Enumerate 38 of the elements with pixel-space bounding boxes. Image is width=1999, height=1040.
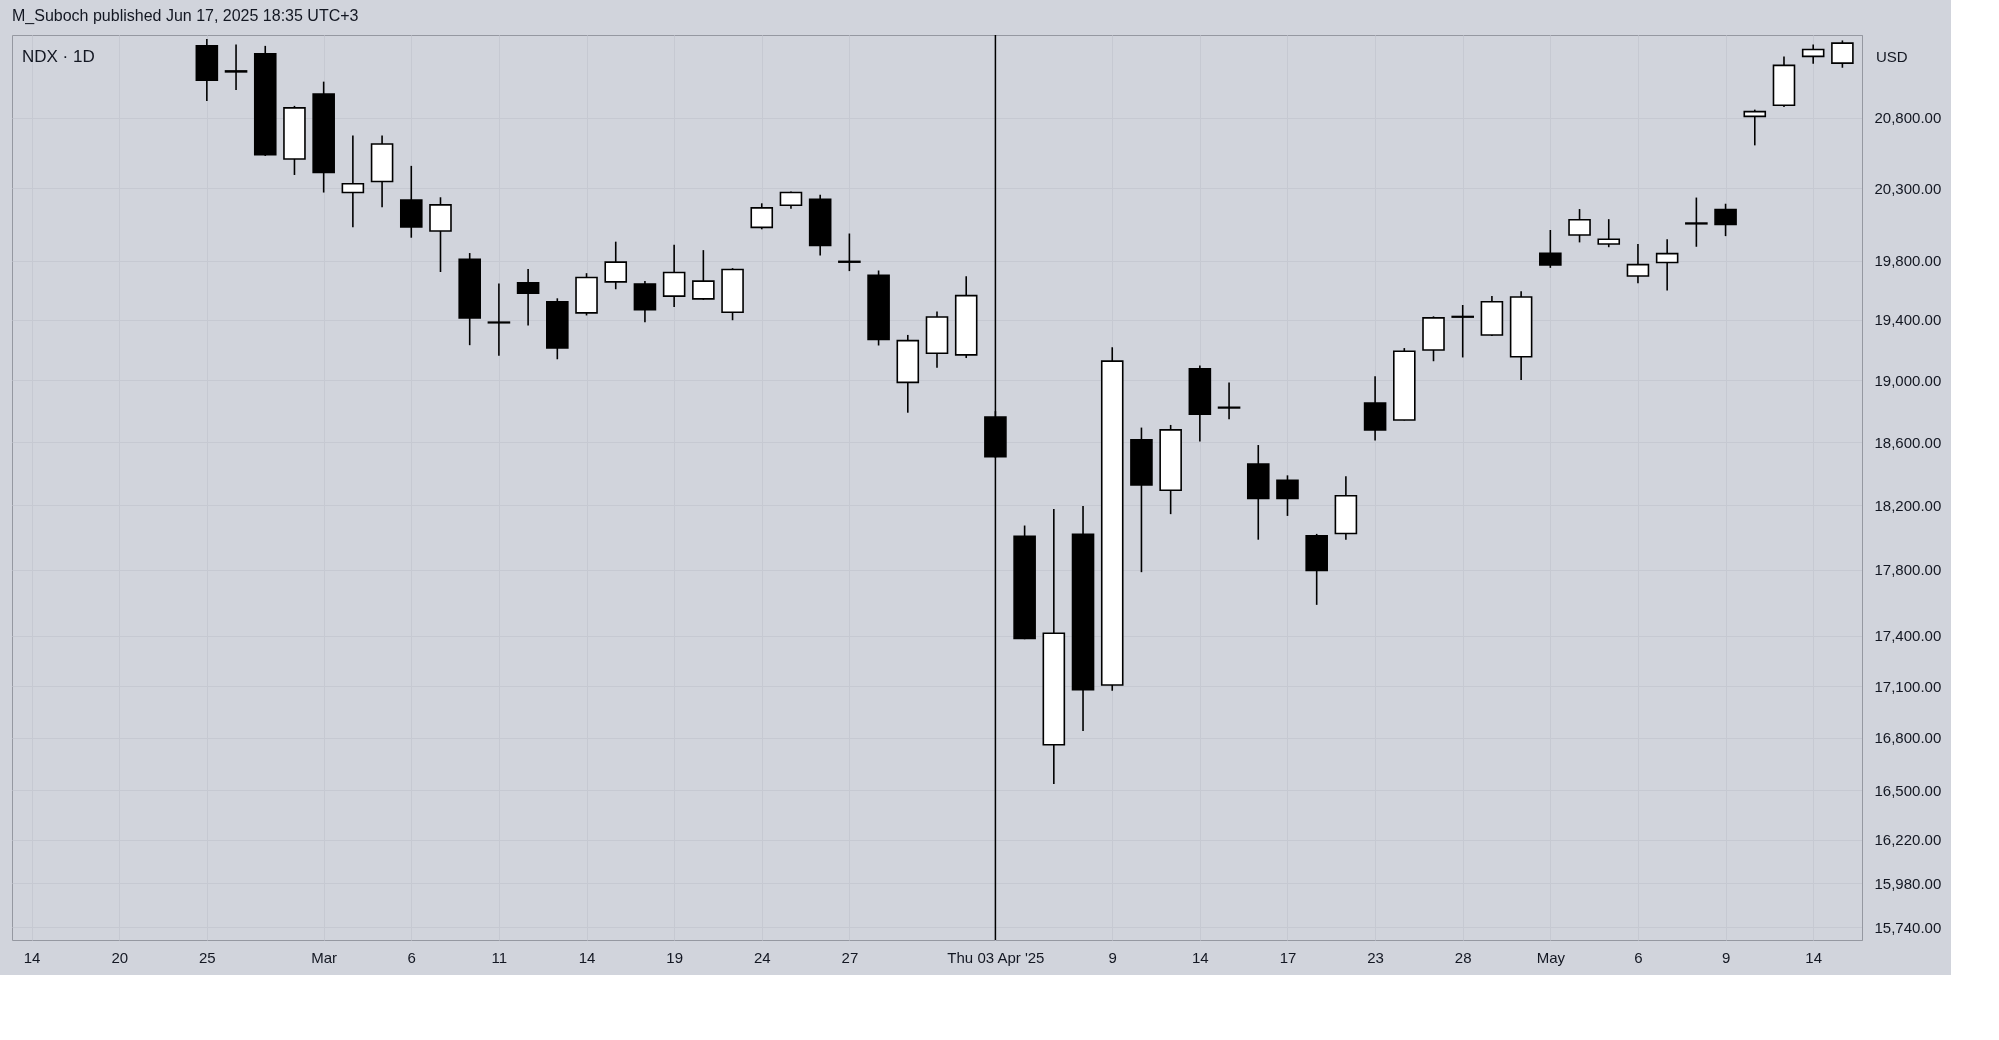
y-tick-label: 17,400.00: [1874, 627, 1942, 645]
x-tick-label: 9: [1108, 948, 1117, 966]
x-tick-label: 20: [111, 948, 129, 966]
x-tick-label: 25: [199, 948, 216, 966]
y-tick-label: 16,500.00: [1874, 781, 1942, 799]
y-tick-label: 20,300.00: [1874, 179, 1942, 197]
y-tick-label: 15,740.00: [1874, 918, 1942, 936]
y-tick-label: 20,800.00: [1874, 109, 1942, 127]
y-tick-label: 17,800.00: [1874, 561, 1942, 579]
y-tick-label: 17,100.00: [1874, 677, 1942, 695]
x-tick-label: 19: [666, 948, 683, 966]
y-tick-label: 18,600.00: [1874, 433, 1942, 451]
y-tick-label: 15,980.00: [1874, 874, 1942, 892]
x-tick-label: 14: [1192, 948, 1209, 966]
x-tick-label: 9: [1721, 948, 1731, 966]
x-tick-label: 17: [1279, 948, 1297, 966]
x-tick-label: 28: [1454, 948, 1472, 966]
x-tick-label: 6: [407, 948, 416, 966]
x-tick-label: 6: [1634, 948, 1643, 966]
x-tick-label: 27: [841, 948, 859, 966]
x-tick-label: Mar: [311, 948, 338, 966]
x-tick-label: 24: [753, 948, 771, 966]
x-tick-label: May: [1536, 948, 1566, 966]
y-tick-label: 19,800.00: [1874, 252, 1942, 270]
x-tick-label: 14: [578, 948, 596, 966]
x-tick-label: 11: [491, 948, 508, 966]
y-tick-label: 16,220.00: [1874, 831, 1942, 849]
y-tick-label: 19,000.00: [1874, 371, 1942, 389]
text: USD: [1876, 48, 1908, 65]
x-tick-label: 14: [23, 948, 41, 966]
text: NDX · 1D: [22, 47, 95, 66]
y-tick-label: 19,400.00: [1874, 311, 1942, 329]
x-tick-label: 14: [1805, 948, 1823, 966]
chart-subtitle: M_Suboch published Jun 17, 2025 18:35 UTC+3: [12, 7, 359, 26]
x-tick-label: 23: [1367, 948, 1384, 966]
x-tick-label: Thu 03 Apr '25: [947, 948, 1045, 966]
y-tick-label: 16,800.00: [1874, 729, 1942, 747]
y-tick-label: 18,200.00: [1874, 496, 1942, 514]
